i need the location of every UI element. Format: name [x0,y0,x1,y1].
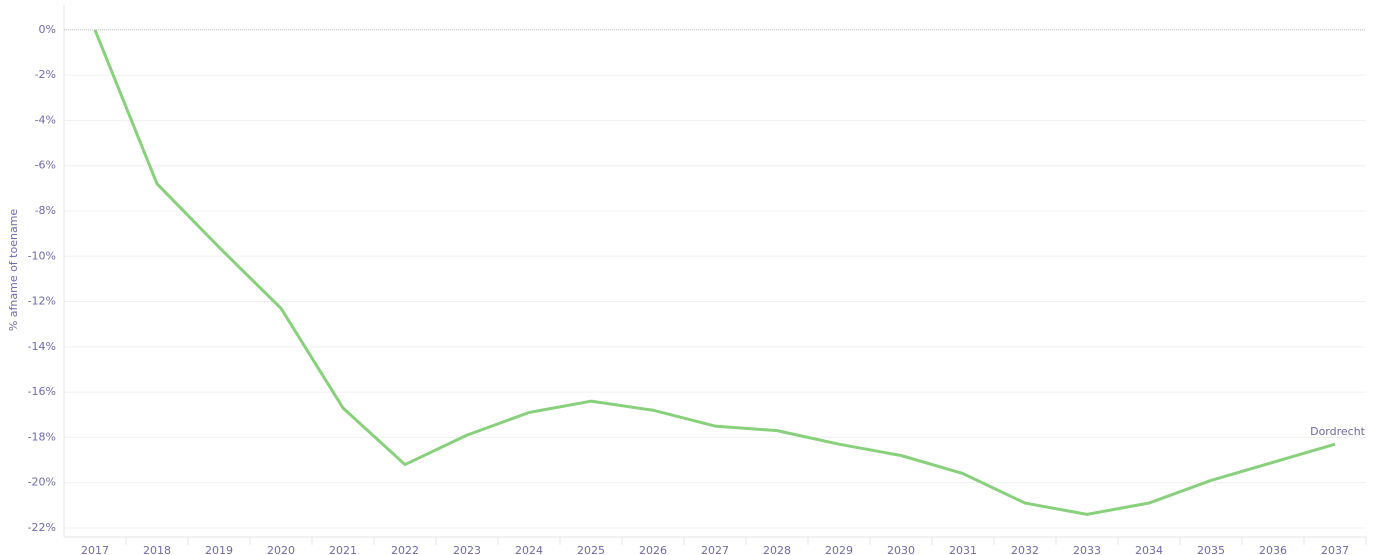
y-tick-label: -2% [35,68,56,81]
x-tick-label: 2030 [887,544,915,555]
series-line [93,29,1336,516]
x-tick-label: 2033 [1073,544,1101,555]
x-tick-label: 2037 [1321,544,1349,555]
x-tick-label: 2027 [701,544,729,555]
y-tick-label: -10% [28,249,56,262]
x-tick-label: 2023 [453,544,481,555]
x-tick-label: 2021 [329,544,357,555]
y-tick-label: -6% [35,159,56,172]
x-tick-label: 2017 [81,544,109,555]
series-label: Dordrecht [1310,425,1366,438]
x-tick-label: 2028 [763,544,791,555]
x-tick-label: 2035 [1197,544,1225,555]
x-tick-label: 2031 [949,544,977,555]
y-tick-label: -22% [28,521,56,534]
y-tick-label: -20% [28,476,56,489]
x-tick-label: 2024 [515,544,543,555]
x-tick-label: 2018 [143,544,171,555]
x-tick-label: 2026 [639,544,667,555]
y-tick-label: -18% [28,430,56,443]
y-tick-label: -16% [28,385,56,398]
x-tick-label: 2025 [577,544,605,555]
y-tick-label: -14% [28,340,56,353]
y-tick-label: -4% [35,113,56,126]
y-tick-label: -8% [35,204,56,217]
x-tick-label: 2019 [205,544,233,555]
x-tick-label: 2022 [391,544,419,555]
y-tick-label: 0% [39,23,56,36]
x-tick-label: 2020 [267,544,295,555]
x-tick-label: 2034 [1135,544,1163,555]
x-tick-label: 2032 [1011,544,1039,555]
x-tick-label: 2036 [1259,544,1287,555]
y-tick-label: -12% [28,295,56,308]
x-tick-label: 2029 [825,544,853,555]
y-axis-label: % afname of toename [7,209,20,332]
